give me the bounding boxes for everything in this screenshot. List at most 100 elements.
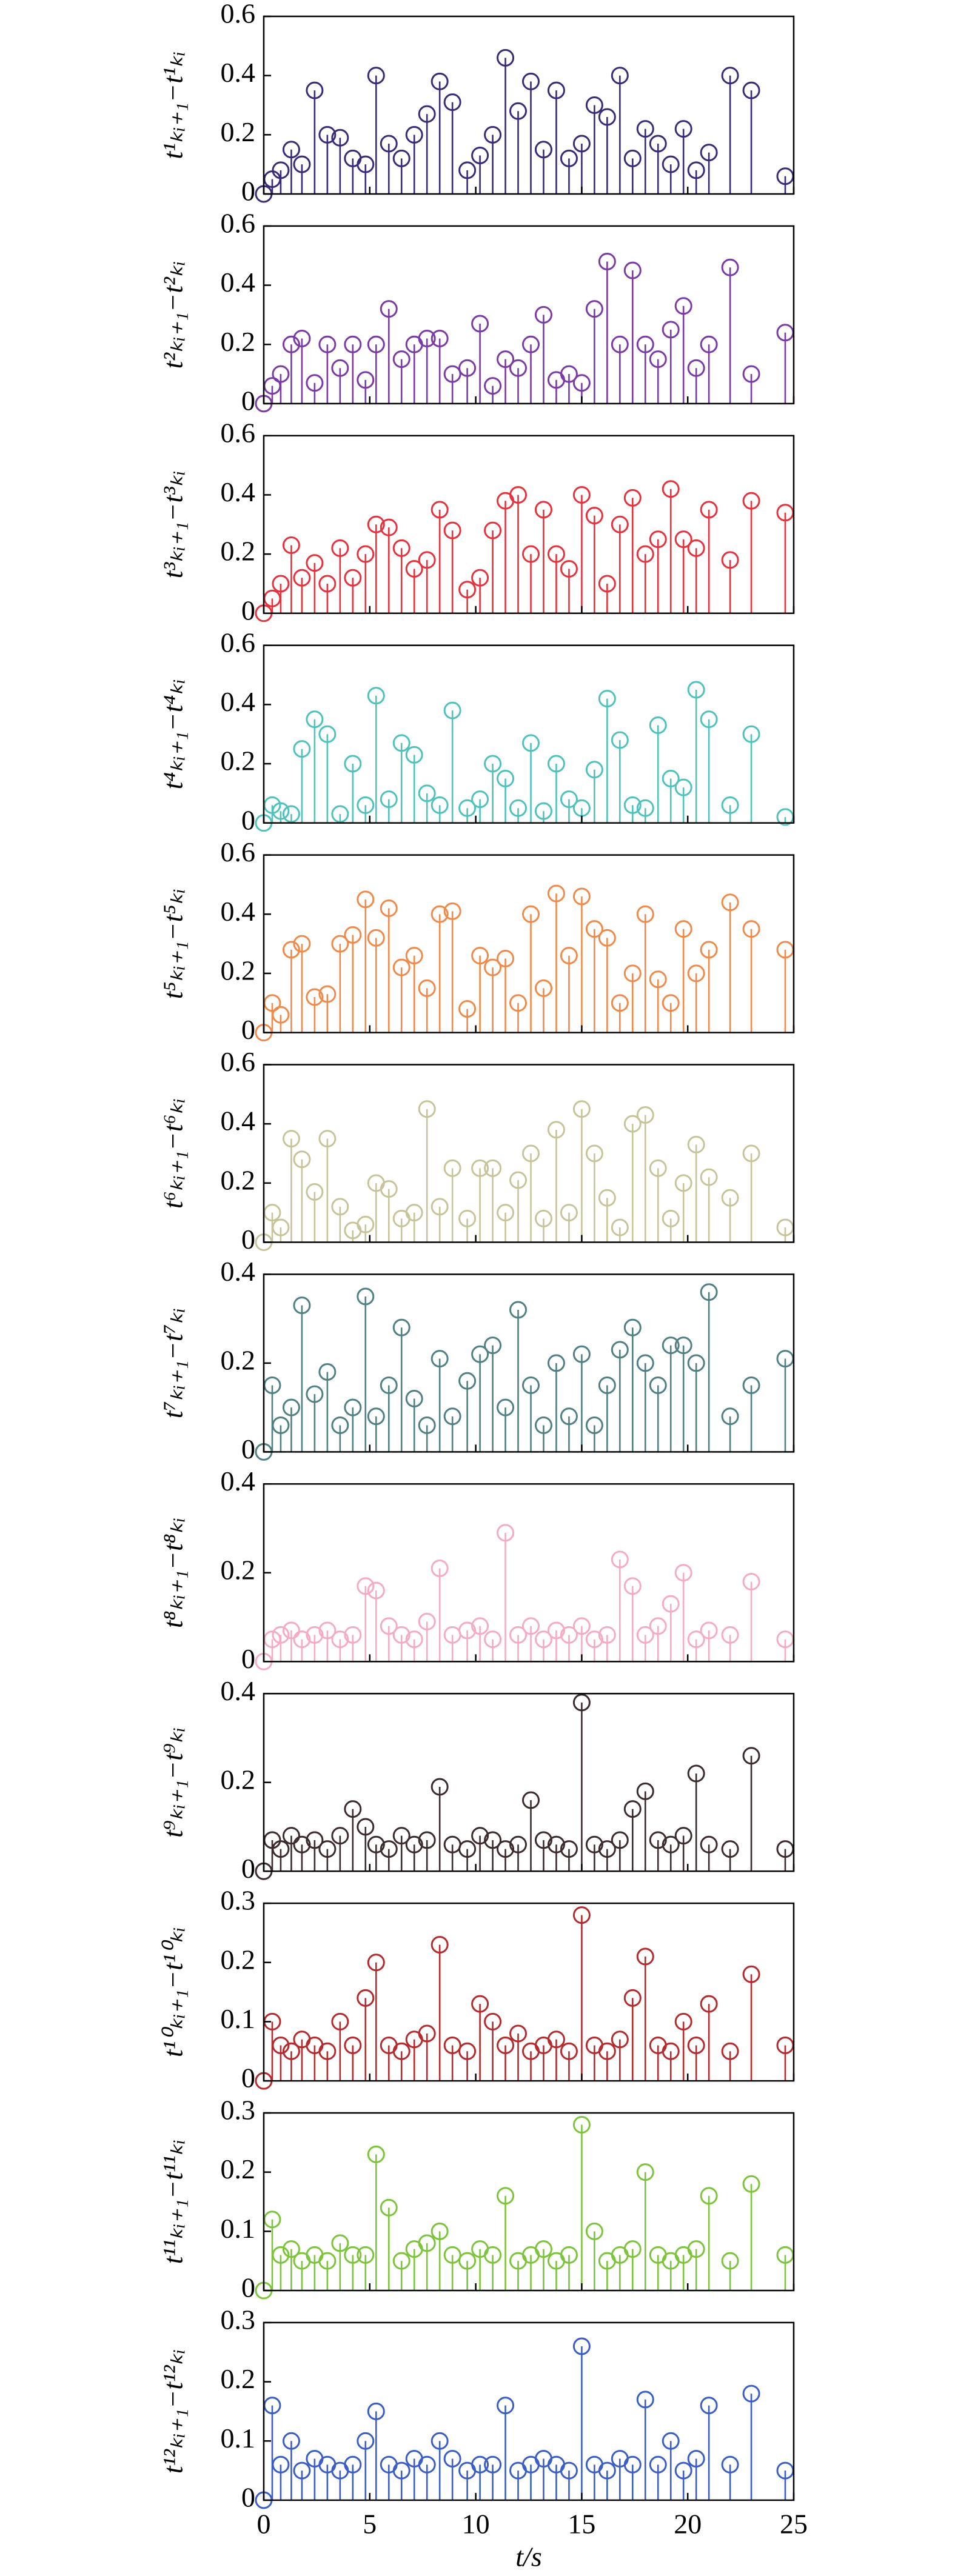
stem-marker	[306, 81, 324, 99]
stem-marker	[547, 1354, 565, 1372]
stem-marker	[357, 371, 375, 389]
stem-marker	[293, 1835, 311, 1854]
stem-marker	[293, 155, 311, 173]
stem-marker	[431, 1778, 449, 1796]
stem-marker	[443, 2246, 461, 2264]
stem-marker	[367, 687, 385, 705]
stem-marker	[318, 2042, 337, 2060]
y-tick-label: 0	[241, 385, 255, 416]
stem-marker	[598, 253, 616, 270]
stem-marker	[572, 1617, 591, 1635]
stem-marker	[380, 1840, 398, 1858]
x-tick-label: 25	[780, 2508, 808, 2539]
stem-marker	[623, 1989, 642, 2007]
stem-marker	[380, 1376, 398, 1395]
stem-marker	[721, 1407, 739, 1426]
stem-marker	[497, 2397, 515, 2415]
y-tick-label: 0	[241, 1433, 255, 1464]
stem-marker	[405, 1204, 423, 1222]
stem-marker	[497, 950, 515, 968]
y-tick-label: 0	[241, 1014, 255, 1045]
stem-marker	[380, 899, 398, 917]
stem-marker	[357, 796, 375, 814]
stem-marker	[598, 575, 616, 593]
y-tick-label: 0	[241, 2063, 255, 2094]
stem-marker	[636, 2391, 654, 2409]
stem-marker	[344, 569, 362, 587]
stem-marker	[636, 2163, 654, 2181]
y-tick-label: 0	[241, 2481, 255, 2512]
stem-marker	[636, 1782, 654, 1800]
stem-marker	[636, 1947, 654, 1966]
stem-marker	[380, 518, 398, 536]
stem-marker	[484, 755, 502, 773]
stem-marker	[405, 746, 423, 764]
y-tick-label: 0.2	[221, 1344, 256, 1375]
plot-frame	[263, 435, 795, 615]
stem-marker	[380, 1180, 398, 1198]
stem-marker	[721, 2455, 739, 2474]
stem-marker	[458, 1209, 477, 1227]
stem-marker	[418, 784, 436, 802]
y-tick-label: 0.4	[221, 1106, 256, 1136]
stem-marker	[318, 1621, 337, 1640]
stem-marker	[282, 805, 300, 823]
y-tick-label: 0	[241, 1853, 255, 1884]
stem-marker	[357, 1577, 375, 1595]
stem-marker	[662, 1595, 680, 1613]
stem-marker	[318, 985, 337, 1003]
plot-frame	[263, 1692, 795, 1872]
stem-marker	[687, 359, 705, 377]
stem-marker	[521, 1376, 540, 1395]
stem-marker	[471, 1827, 489, 1845]
stem-marker	[471, 947, 489, 965]
stem-marker	[547, 1121, 565, 1139]
y-tick-label: 0.1	[221, 2003, 256, 2034]
y-axis-label: t³ₖᵢ₊₁−t³ₖᵢ	[158, 470, 189, 578]
stem-marker	[367, 929, 385, 947]
stem-marker	[458, 2252, 477, 2270]
stem-marker	[572, 1693, 591, 1712]
stem-marker	[357, 1287, 375, 1306]
stem-marker	[405, 1390, 423, 1407]
y-tick-label: 0.3	[221, 1885, 256, 1916]
stem-marker	[272, 161, 290, 179]
stem-marker	[572, 135, 591, 153]
stem-marker	[318, 335, 337, 353]
stem-marker	[331, 1630, 349, 1649]
stem-marker	[344, 2455, 362, 2474]
stem-marker	[649, 2455, 667, 2474]
x-axis-label: t/s	[515, 2541, 541, 2572]
stem-marker	[674, 1827, 692, 1845]
stem-marker	[611, 67, 629, 85]
stem-marker	[623, 1577, 642, 1595]
stem-marker	[431, 2222, 449, 2240]
y-axis-label: t¹ₖᵢ₊₁−t¹ₖᵢ	[158, 51, 189, 159]
stem-marker	[418, 329, 436, 347]
stem-marker	[649, 350, 667, 369]
stem-marker	[674, 297, 692, 315]
stem-marker	[649, 1831, 667, 1849]
y-tick-label: 0	[241, 1224, 255, 1255]
stem-marker	[282, 2042, 300, 2060]
stem-marker	[700, 941, 718, 959]
stem-marker	[649, 1376, 667, 1395]
stem-marker	[509, 1171, 528, 1189]
stem-marker	[443, 902, 461, 920]
stem-marker	[344, 335, 362, 353]
stem-marker	[367, 67, 385, 85]
stem-marker	[509, 486, 528, 504]
stem-marker	[742, 81, 760, 99]
stem-marker	[509, 799, 528, 817]
stem-marker	[331, 1416, 349, 1434]
stem-marker	[357, 2432, 375, 2450]
stem-marker	[405, 1630, 423, 1649]
y-tick-label: 0.6	[221, 207, 256, 238]
stem-marker	[547, 755, 565, 773]
y-tick-label: 0	[241, 804, 255, 835]
stem-marker	[331, 935, 349, 953]
stem-marker	[521, 335, 540, 353]
stem-marker	[392, 958, 410, 976]
stem-marker	[598, 2461, 616, 2480]
stem-marker	[471, 1159, 489, 1177]
